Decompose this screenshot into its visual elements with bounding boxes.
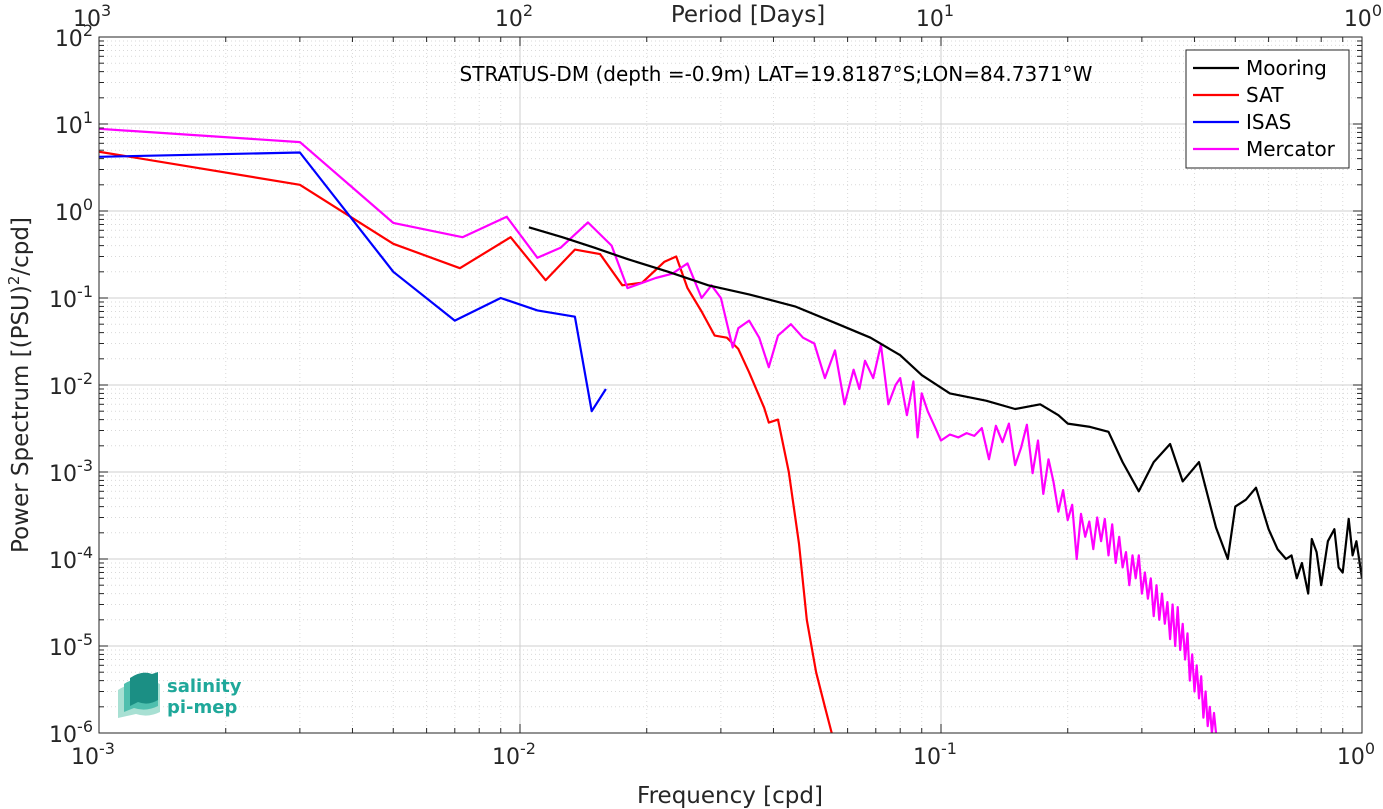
logo-line2: pi-mep xyxy=(167,697,237,718)
chart-title: STRATUS-DM (depth =-0.9m) LAT=19.8187°S;… xyxy=(460,62,1093,86)
series-line-isas xyxy=(99,151,607,413)
y-tick-label: 10-3 xyxy=(49,456,93,487)
top-tick-label: 100 xyxy=(1344,1,1382,32)
y-axis-label: Power Spectrum [(PSU)2/cpd] xyxy=(5,217,34,553)
x-tick-label: 100 xyxy=(1337,739,1375,770)
y-tick-label: 101 xyxy=(55,108,93,139)
legend-label-mercator: Mercator xyxy=(1246,137,1336,161)
salinity-pi-mep-logo: salinity pi-mep xyxy=(118,672,242,718)
top-tick-label: 101 xyxy=(916,1,954,32)
top-tick-label: 103 xyxy=(73,1,111,32)
x-tick-label: 10-2 xyxy=(492,739,536,770)
y-axis-label-end: /cpd] xyxy=(8,217,34,276)
y-tick-label: 10-1 xyxy=(49,282,93,313)
y-tick-label: 10-5 xyxy=(49,630,93,661)
logo-waves-icon xyxy=(118,672,160,718)
y-axis-label-main: Power Spectrum [(PSU) xyxy=(8,285,34,553)
y-tick-label: 10-6 xyxy=(49,717,93,748)
series-line-sat xyxy=(99,150,833,733)
top-tick-label: 102 xyxy=(495,1,533,32)
y-tick-label: 10-4 xyxy=(49,543,93,574)
legend-label-mooring: Mooring xyxy=(1246,56,1327,80)
series-layer xyxy=(99,127,1362,733)
logo-line1: salinity xyxy=(167,676,242,697)
legend-label-isas: ISAS xyxy=(1246,110,1291,134)
x-tick-label: 10-1 xyxy=(913,739,957,770)
series-line-mooring xyxy=(528,226,1362,595)
y-axis-label-sup: 2 xyxy=(5,276,23,286)
x-axis-label: Frequency [cpd] xyxy=(637,783,823,809)
legend: Mooring SAT ISAS Mercator xyxy=(1185,49,1350,169)
tick-marks xyxy=(98,36,1363,734)
legend-label-sat: SAT xyxy=(1246,83,1284,107)
y-tick-label: 10-2 xyxy=(49,369,93,400)
y-tick-label: 102 xyxy=(55,21,93,52)
y-tick-label: 100 xyxy=(55,195,93,226)
series-line-mercator xyxy=(99,127,1218,733)
x-tick-label: 10-3 xyxy=(71,739,115,770)
top-axis-label: Period [Days] xyxy=(671,2,825,28)
